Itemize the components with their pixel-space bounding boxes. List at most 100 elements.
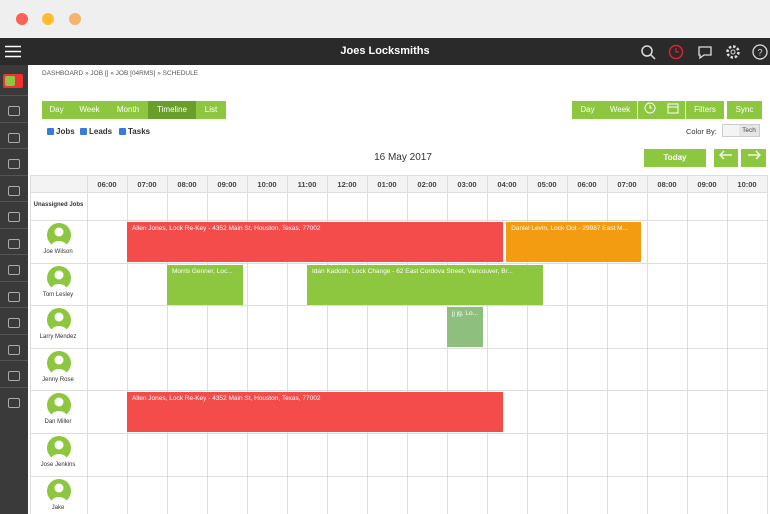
avatar [47,350,71,375]
sidebar-divider [0,254,28,255]
right-button[interactable]: Sync [727,101,762,119]
sidebar-divider [0,121,28,123]
sidebar-icon[interactable] [8,344,20,355]
person-name: Jenny Rose [42,376,74,383]
row-line [30,192,767,193]
column-header: 11:00 [297,180,317,189]
current-date: 16 May 2017 [374,152,432,163]
right-button[interactable]: Filters [686,101,724,119]
sidebar-divider [0,386,28,388]
logo[interactable] [3,74,23,88]
avatar [47,478,71,503]
schedule-event[interactable]: Daniel Levin, Lock Out - 29987 East M... [506,222,643,262]
sidebar-divider [0,201,28,202]
column-line [607,175,608,514]
column-header: 07:00 [137,180,157,189]
sidebar-icon[interactable] [8,185,20,196]
row-line [30,262,767,264]
column-header: 05:00 [537,180,557,189]
view-button[interactable]: Timeline [148,101,196,119]
column-header: 10:00 [737,180,757,189]
column-line [87,175,88,514]
breadcrumb[interactable]: DASHBOARD » JOB [] » JOB [04RMS] » SCHED… [42,70,199,77]
avatar [47,223,71,247]
color-by-toggle[interactable]: Tech [722,124,760,137]
sidebar-icon[interactable] [8,265,20,275]
sidebar-divider [0,307,28,308]
view-button[interactable]: List [196,101,226,119]
column-line [287,175,288,514]
column-line [647,175,648,514]
column-line [327,175,328,514]
column-line [527,175,528,514]
sidebar-divider [0,360,28,361]
filter-label: Tasks [128,127,151,136]
sidebar-icon[interactable] [8,132,20,143]
sidebar-icon[interactable] [8,291,20,302]
row-line [30,475,767,477]
view-button[interactable]: Month [108,101,148,119]
schedule-event[interactable]: Allen Jones, Lock Re-Key - 4352 Main St,… [127,392,505,433]
filter-checkbox[interactable]: Jobs [47,127,75,136]
person-name: Jose Jenkins [40,462,76,468]
sidebar-icon[interactable] [8,238,20,249]
left-border [30,175,31,514]
menu-icon[interactable] [5,45,21,58]
sidebar-divider [0,227,28,229]
person-name: Jake [51,504,65,511]
filter-checkbox[interactable]: Tasks [119,127,150,136]
sidebar-divider [0,148,28,149]
sidebar-icon[interactable] [8,159,20,169]
svg-text:?: ? [757,48,762,58]
row-line [30,390,767,392]
column-header: 08:00 [657,180,677,189]
column-header: 09:00 [697,180,717,189]
maximize-dot[interactable] [69,13,81,25]
filter-label: Jobs [56,127,75,136]
view-button[interactable]: Day [42,101,71,119]
avatar [47,393,71,418]
clock-button[interactable] [637,101,661,119]
close-dot[interactable] [16,13,28,25]
window-chrome [0,0,770,39]
next-button[interactable] [741,149,766,167]
calendar-button[interactable] [661,101,685,119]
prev-button[interactable] [714,149,738,167]
minimize-dot[interactable] [42,13,54,25]
right-button[interactable]: Week [603,101,637,119]
sidebar-icon[interactable] [8,397,20,408]
right-button[interactable]: Day [572,101,603,119]
column-header: 01:00 [377,180,397,189]
sidebar-divider [0,174,28,176]
column-line [247,175,248,514]
filter-checkbox[interactable]: Leads [80,127,112,136]
toggle-option: Tech [739,125,759,136]
schedule-event[interactable]: Idan Kadosh, Lock Change - 62 East Cordo… [307,264,545,305]
sidebar-icon[interactable] [8,371,20,381]
today-button[interactable]: Today [644,149,706,167]
column-line [767,175,768,514]
sidebar-icon[interactable] [8,106,20,116]
sidebar-divider [0,280,28,282]
row-line [30,347,767,349]
column-header: 06:00 [97,180,117,189]
schedule-event[interactable]: jj jg, Lo... [447,307,485,348]
person-name: Tom Lesley [42,291,74,298]
column-line [687,175,688,514]
column-header: 10:00 [257,180,277,189]
schedule-event[interactable]: Allen Jones, Lock Re-Key - 4352 Main St,… [127,222,505,262]
header-icons[interactable]: ? [638,43,768,61]
column-line [727,175,728,514]
sidebar-icon[interactable] [8,212,20,222]
view-button[interactable]: Week [71,101,108,119]
schedule-event[interactable]: Morris Genner, Loc... [167,264,245,305]
avatar [47,265,71,290]
person-name: Larry Mendez [39,334,77,341]
sidebar-divider [0,95,28,96]
top-bar: Joes Locksmiths ? [0,38,770,65]
column-line [207,175,208,514]
row-line [30,433,767,434]
sidebar-icon[interactable] [8,318,20,328]
person-name: Dan Miller [44,419,72,426]
